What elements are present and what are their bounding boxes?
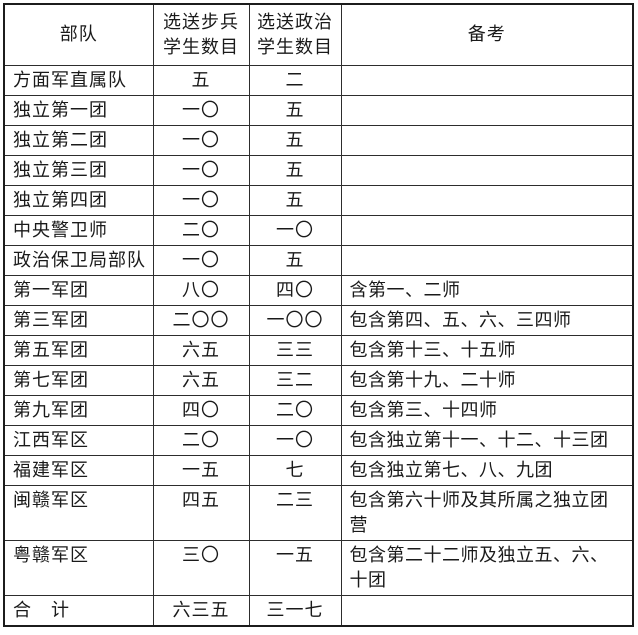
- unit-cell: 合 计: [3, 594, 154, 626]
- table-row: 江西军区 二〇 一〇 包含独立第十一、十二、十三团: [3, 424, 634, 456]
- table-row: 独立第一团 一〇五: [3, 94, 634, 126]
- table-row: 独立第三团 一〇五: [3, 154, 634, 186]
- remark-cell: 包含第二十二师及独立五、六、十团: [340, 539, 634, 596]
- infantry-count-cell: 二〇: [152, 214, 250, 246]
- col-header-remarks: 备考: [340, 3, 634, 66]
- remark-cell: [340, 124, 634, 156]
- infantry-count-cell: 六三五: [152, 594, 250, 626]
- infantry-count-cell: 六五: [152, 364, 250, 396]
- infantry-count-cell: 二〇: [152, 424, 250, 456]
- infantry-count-cell: 一〇: [152, 154, 250, 186]
- unit-cell: 江西军区: [3, 424, 154, 456]
- political-count-cell: 一〇: [248, 424, 342, 456]
- remark-cell: 包含第三、十四师: [340, 394, 634, 426]
- political-count-cell: 七: [248, 454, 342, 486]
- unit-cell: 第五军团: [3, 334, 154, 366]
- political-count-cell: 二: [248, 64, 342, 96]
- table-row: 第七军团 六五 三二 包含第十九、二十师: [3, 364, 634, 396]
- remark-cell: [340, 594, 634, 626]
- total-row: 合 计六三五 三一七: [3, 594, 634, 626]
- unit-cell: 独立第三团: [3, 154, 154, 186]
- table-row: 福建军区 一五七包含独立第七、八、九团: [3, 454, 634, 486]
- infantry-count-cell: 五: [152, 64, 250, 96]
- unit-cell: 第三军团: [3, 304, 154, 336]
- unit-cell: 第九军团: [3, 394, 154, 426]
- table-row: 第五军团 六五 三三 包含第十三、十五师: [3, 334, 634, 366]
- infantry-count-cell: 一〇: [152, 124, 250, 156]
- remark-cell: [340, 94, 634, 126]
- political-count-cell: 二三: [248, 484, 342, 541]
- infantry-count-cell: 四五: [152, 484, 250, 541]
- unit-cell: 闽赣军区: [3, 484, 154, 541]
- table-row: 粤赣军区 三〇 一五 包含第二十二师及独立五、六、十团: [3, 539, 634, 596]
- infantry-count-cell: 一〇: [152, 94, 250, 126]
- remark-cell: 包含独立第十一、十二、十三团: [340, 424, 634, 456]
- col-header-infantry-students: 选送步兵 学生数目: [152, 3, 250, 66]
- table-row: 第一军团 八〇 四〇 含第一、二师: [3, 274, 634, 306]
- table-row: 独立第二团 一〇五: [3, 124, 634, 156]
- remark-cell: 包含第十三、十五师: [340, 334, 634, 366]
- table-row: 闽赣军区 四五 二三 包含第六十师及其所属之独立团营: [3, 484, 634, 541]
- table-row: 方面军直属队五二: [3, 64, 634, 96]
- unit-cell: 方面军直属队: [3, 64, 154, 96]
- unit-cell: 政治保卫局部队: [3, 244, 154, 276]
- political-count-cell: 四〇: [248, 274, 342, 306]
- remark-cell: [340, 214, 634, 246]
- header-row: 部队 选送步兵 学生数目 选送政治 学生数目 备考: [3, 3, 634, 66]
- remark-cell: [340, 244, 634, 276]
- political-count-cell: 五: [248, 124, 342, 156]
- remark-cell: 包含独立第七、八、九团: [340, 454, 634, 486]
- table-row: 独立第四团 一〇五: [3, 184, 634, 216]
- political-count-cell: 三一七: [248, 594, 342, 626]
- col-header-unit: 部队: [3, 3, 154, 66]
- infantry-count-cell: 六五: [152, 334, 250, 366]
- political-count-cell: 五: [248, 94, 342, 126]
- table-row: 中央警卫师 二〇 一〇: [3, 214, 634, 246]
- unit-cell: 独立第一团: [3, 94, 154, 126]
- political-count-cell: 三三: [248, 334, 342, 366]
- remark-cell: 包含第六十师及其所属之独立团营: [340, 484, 634, 541]
- unit-cell: 第七军团: [3, 364, 154, 396]
- table-row: 第九军团 四〇 二〇 包含第三、十四师: [3, 394, 634, 426]
- political-count-cell: 二〇: [248, 394, 342, 426]
- unit-cell: 粤赣军区: [3, 539, 154, 596]
- political-count-cell: 三二: [248, 364, 342, 396]
- political-count-cell: 一〇: [248, 214, 342, 246]
- infantry-count-cell: 二〇〇: [152, 304, 250, 336]
- unit-cell: 福建军区: [3, 454, 154, 486]
- unit-cell: 中央警卫师: [3, 214, 154, 246]
- infantry-count-cell: 一五: [152, 454, 250, 486]
- unit-cell: 第一军团: [3, 274, 154, 306]
- infantry-count-cell: 八〇: [152, 274, 250, 306]
- infantry-count-cell: 一〇: [152, 184, 250, 216]
- remark-cell: 包含第四、五、六、三四师: [340, 304, 634, 336]
- infantry-count-cell: 三〇: [152, 539, 250, 596]
- remark-cell: 含第一、二师: [340, 274, 634, 306]
- table-row: 政治保卫局部队 一〇五: [3, 244, 634, 276]
- political-count-cell: 五: [248, 154, 342, 186]
- remark-cell: [340, 184, 634, 216]
- unit-cell: 独立第四团: [3, 184, 154, 216]
- political-count-cell: 五: [248, 244, 342, 276]
- political-count-cell: 一五: [248, 539, 342, 596]
- political-count-cell: 五: [248, 184, 342, 216]
- infantry-count-cell: 一〇: [152, 244, 250, 276]
- remark-cell: [340, 154, 634, 186]
- unit-cell: 独立第二团: [3, 124, 154, 156]
- student-allocation-table: 部队 选送步兵 学生数目 选送政治 学生数目 备考 方面军直属队五二独立第一团一…: [3, 3, 634, 627]
- col-header-political-students: 选送政治 学生数目: [248, 3, 342, 66]
- political-count-cell: 一〇〇: [248, 304, 342, 336]
- remark-cell: [340, 64, 634, 96]
- infantry-count-cell: 四〇: [152, 394, 250, 426]
- remark-cell: 包含第十九、二十师: [340, 364, 634, 396]
- table-row: 第三军团 二〇〇 一〇〇 包含第四、五、六、三四师: [3, 304, 634, 336]
